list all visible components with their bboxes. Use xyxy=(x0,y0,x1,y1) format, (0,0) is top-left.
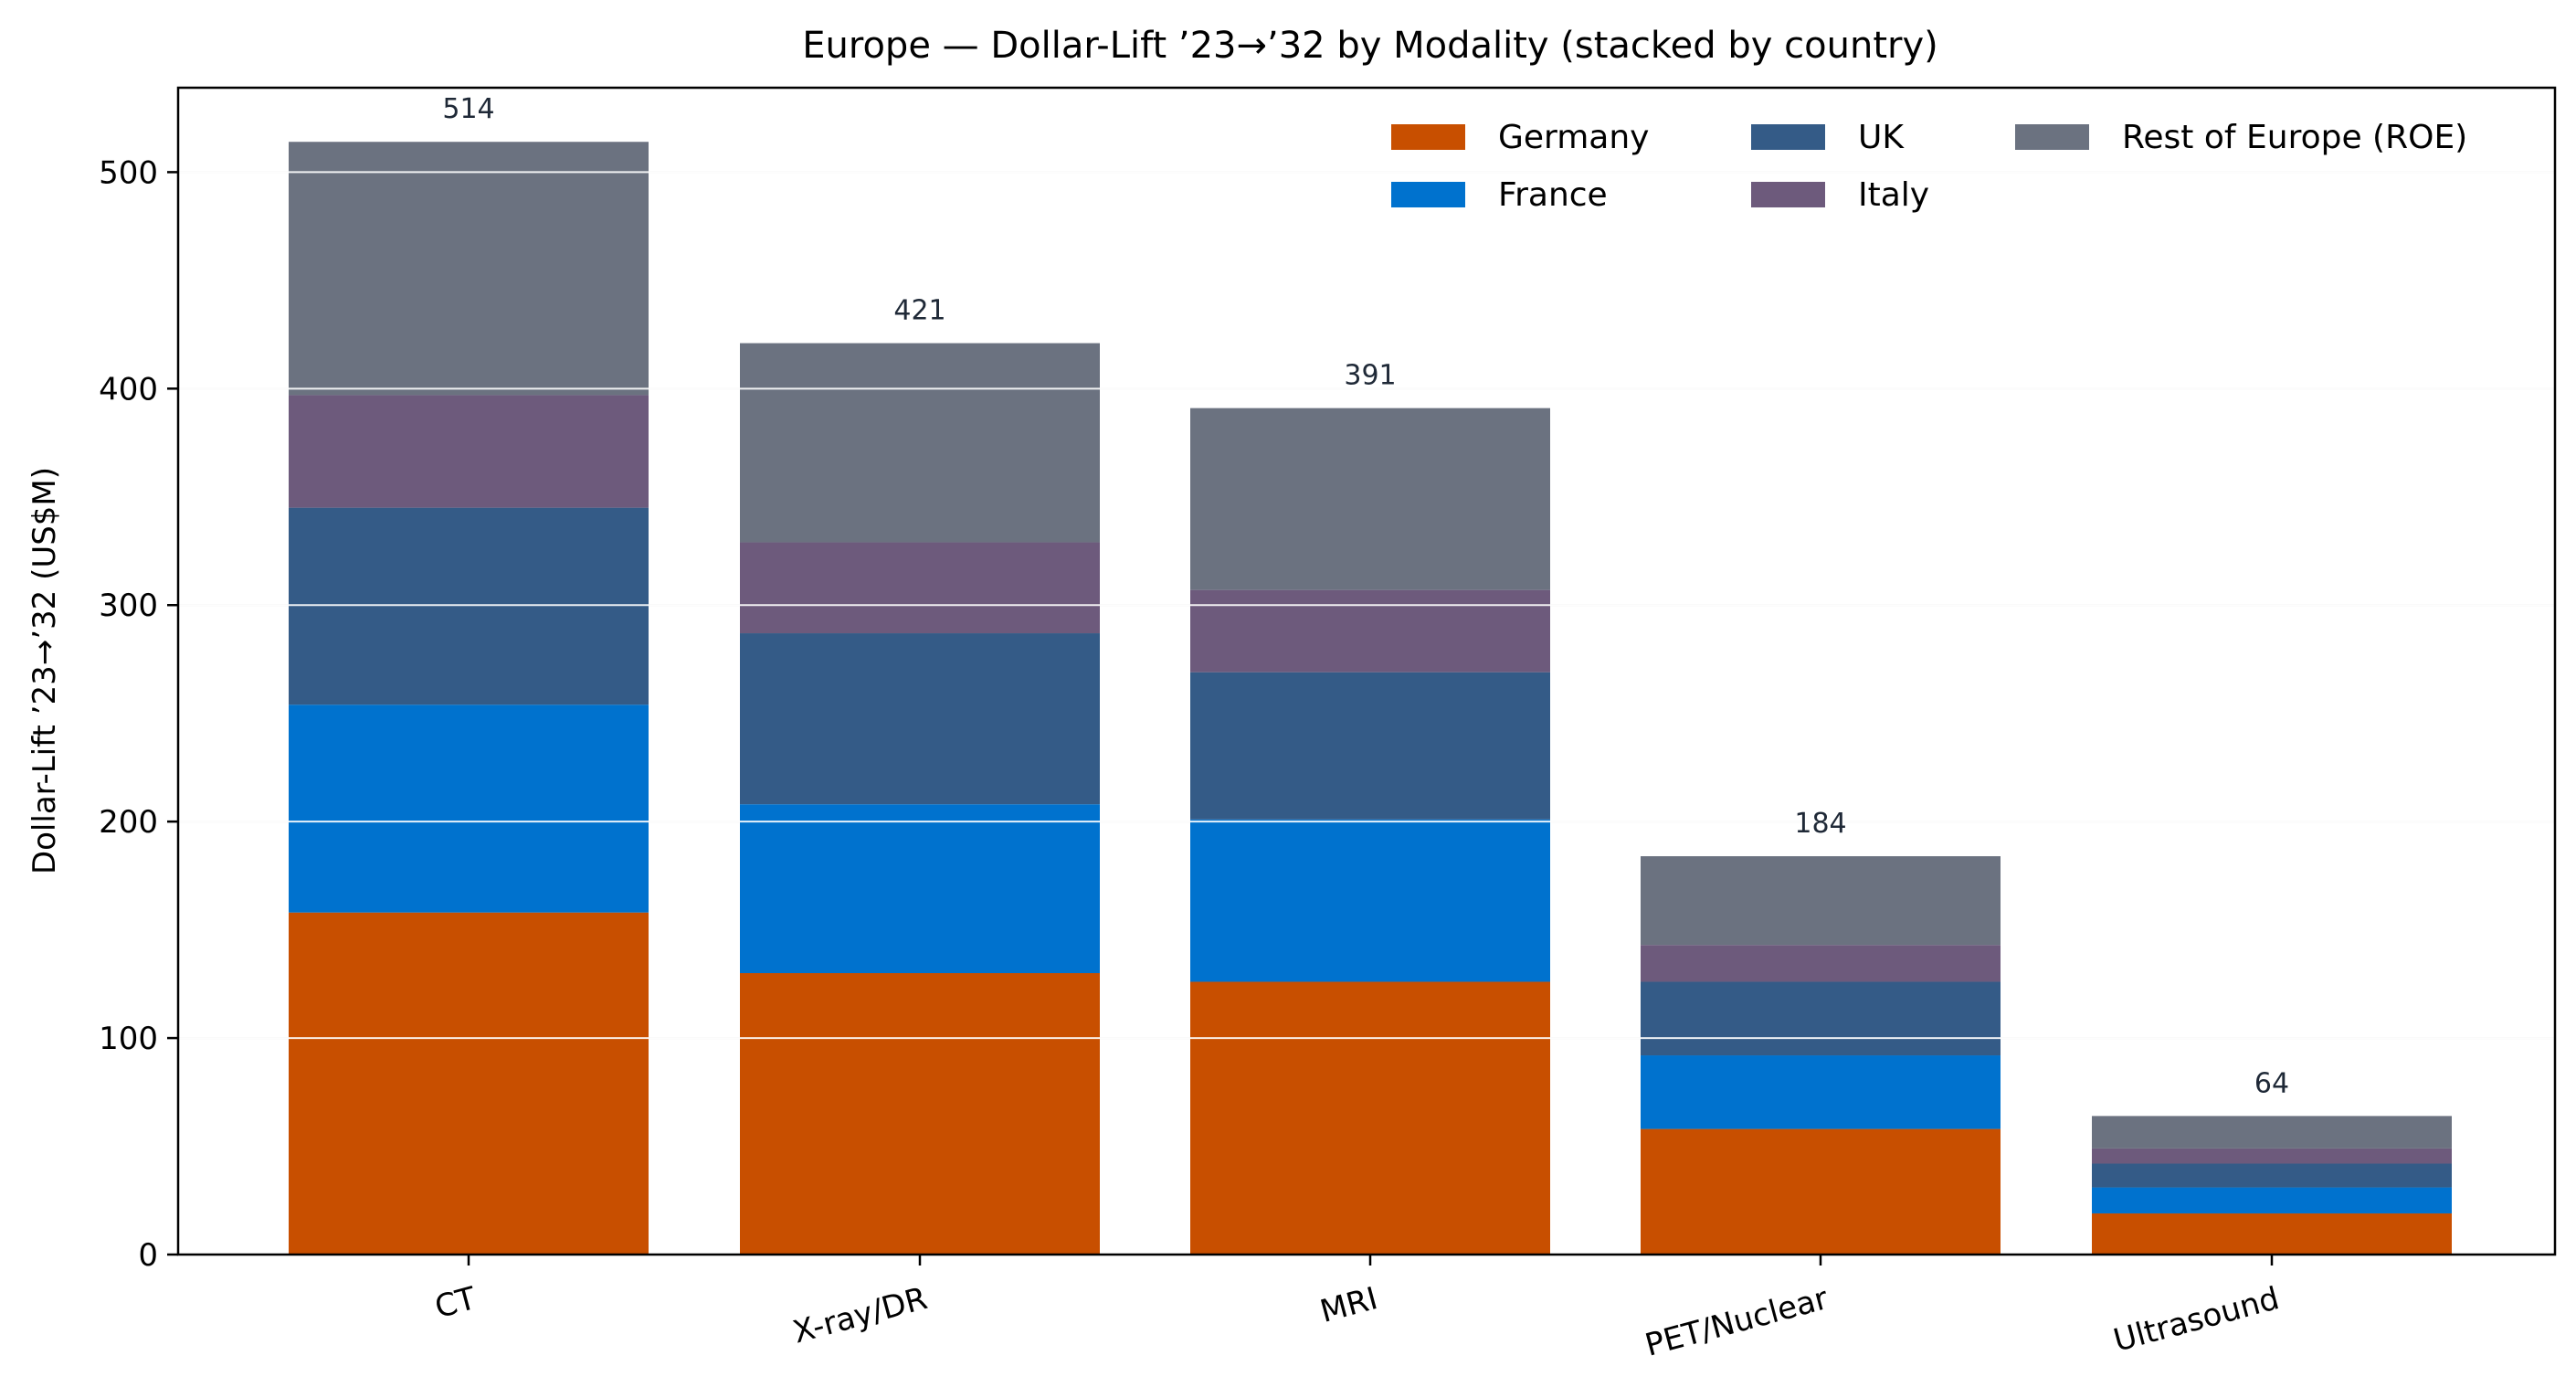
x-tick-label: MRI xyxy=(1316,1280,1381,1330)
bar-rest-of-europe-roe-ct xyxy=(289,142,649,396)
chart-title: Europe — Dollar-Lift ’23→’32 by Modality… xyxy=(802,25,1937,67)
legend-label: Rest of Europe (ROE) xyxy=(2122,119,2467,156)
x-tick-label: PET/Nuclear xyxy=(1642,1280,1832,1364)
y-tick-label: 0 xyxy=(138,1237,158,1274)
bar-uk-x-ray-dr xyxy=(740,633,1100,805)
bar-rest-of-europe-roe-x-ray-dr xyxy=(740,343,1100,543)
bar-germany-ultrasound xyxy=(2092,1213,2452,1255)
legend-swatch xyxy=(2015,124,2089,150)
bar-italy-ct xyxy=(289,395,649,508)
legend-swatch xyxy=(1751,182,1825,207)
bar-france-x-ray-dr xyxy=(740,804,1100,974)
bar-rest-of-europe-roe-mri xyxy=(1190,408,1550,590)
y-tick-label: 100 xyxy=(99,1021,158,1057)
bar-france-pet-nuclear xyxy=(1641,1055,2001,1129)
total-label: 391 xyxy=(1344,360,1396,392)
bar-uk-pet-nuclear xyxy=(1641,981,2001,1056)
legend-label: Italy xyxy=(1858,176,1929,214)
bar-france-ultrasound xyxy=(2092,1187,2452,1213)
y-tick-label: 400 xyxy=(99,371,158,408)
x-tick-label: CT xyxy=(431,1280,480,1326)
bar-uk-mri xyxy=(1190,672,1550,820)
bar-uk-ct xyxy=(289,507,649,705)
legend-swatch xyxy=(1391,124,1465,150)
legend-label: UK xyxy=(1858,119,1905,156)
bar-germany-mri xyxy=(1190,981,1550,1255)
bar-germany-ct xyxy=(289,912,649,1255)
legend-label: Germany xyxy=(1498,119,1649,156)
legend-label: France xyxy=(1498,176,1608,214)
y-tick-label: 500 xyxy=(99,154,158,191)
bar-italy-mri xyxy=(1190,589,1550,673)
bar-france-mri xyxy=(1190,819,1550,982)
legend-swatch xyxy=(1751,124,1825,150)
bar-italy-x-ray-dr xyxy=(740,542,1100,634)
y-tick-label: 300 xyxy=(99,588,158,624)
y-axis-label: Dollar-Lift ’23→’32 (US$M) xyxy=(26,467,63,874)
bar-uk-ultrasound xyxy=(2092,1163,2452,1188)
total-label: 421 xyxy=(893,295,945,327)
total-label: 514 xyxy=(442,93,494,125)
y-tick-label: 200 xyxy=(99,804,158,841)
bar-rest-of-europe-roe-ultrasound xyxy=(2092,1116,2452,1149)
legend: Germany France UK Italy Rest of Europe (ROE) xyxy=(1391,119,2467,214)
bar-germany-x-ray-dr xyxy=(740,973,1100,1255)
x-tick-label: X-ray/DR xyxy=(789,1280,931,1350)
bar-france-ct xyxy=(289,704,649,913)
total-label: 64 xyxy=(2254,1067,2289,1099)
bar-italy-pet-nuclear xyxy=(1641,945,2001,982)
plot-frame xyxy=(176,86,2557,1256)
bar-italy-ultrasound xyxy=(2092,1148,2452,1164)
bar-germany-pet-nuclear xyxy=(1641,1128,2001,1255)
bar-rest-of-europe-roe-pet-nuclear xyxy=(1641,856,2001,946)
legend-swatch xyxy=(1391,182,1465,207)
x-tick-label: Ultrasound xyxy=(2110,1280,2284,1360)
total-label: 184 xyxy=(1794,808,1846,840)
